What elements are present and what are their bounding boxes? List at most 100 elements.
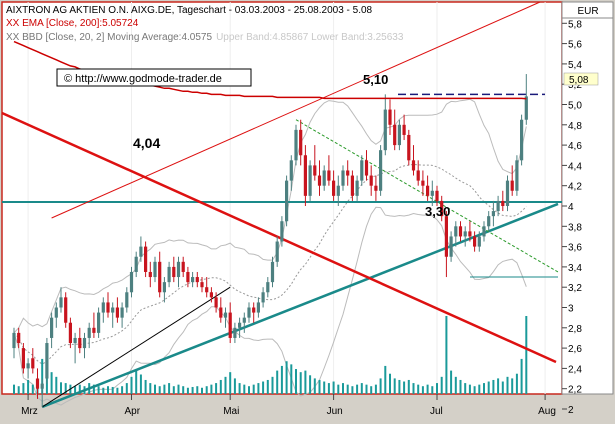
candle-body [252, 307, 256, 313]
x-tick-label: Jun [327, 406, 343, 417]
candle-body [341, 170, 345, 186]
volume-bar [13, 384, 15, 394]
candle-body [45, 343, 49, 379]
volume-bar [262, 381, 265, 394]
candle-body [383, 109, 387, 151]
volume-bar [360, 383, 363, 394]
candle-body [468, 231, 472, 237]
volume-bar [426, 384, 429, 394]
candle-body [510, 180, 514, 191]
y-tick-label: 2 [568, 405, 574, 416]
currency-box [561, 1, 614, 19]
volume-bar [186, 387, 189, 394]
volume-bar [356, 384, 359, 394]
volume-bar [168, 383, 171, 394]
volume-bar [191, 386, 194, 394]
bbd-legend-main: XX BBD [Close, 20, 2] Moving Average:4.0… [6, 32, 212, 43]
volume-bar [478, 384, 481, 394]
candle-body [379, 150, 383, 191]
candle-body [40, 383, 44, 389]
chart-title: AIXTRON AG AKTIEN O.N. AIXG.DE, Tagescha… [6, 5, 373, 16]
candle-body [454, 226, 458, 237]
y-tick-label: 5,8 [568, 19, 582, 30]
candle-body [501, 200, 505, 206]
candle-body [129, 271, 134, 293]
volume-bar [295, 369, 297, 394]
candle-body [73, 337, 77, 344]
volume-bar [149, 383, 152, 394]
volume-bar [337, 384, 340, 394]
volume-bar [525, 316, 528, 394]
candle-body [524, 96, 528, 120]
volume-bar [60, 382, 62, 394]
candle-body [223, 312, 228, 318]
volume-bar [102, 387, 105, 394]
volume-bar [107, 386, 109, 394]
volume-bar [92, 384, 95, 394]
y-tick-label: 5,4 [568, 60, 582, 71]
volume-bar [515, 373, 518, 394]
candle-body [247, 307, 251, 318]
y-tick-label: 2,4 [568, 364, 582, 375]
volume-bar [144, 379, 147, 394]
candle-body [308, 165, 312, 196]
bollinger-middle [13, 163, 527, 365]
candle-body [120, 307, 124, 318]
candle-body [355, 180, 359, 196]
bbd-legend: XX BBD [Close, 20, 2] Moving Average:4.0… [6, 32, 404, 43]
candle-body [209, 292, 213, 298]
candle-body [505, 180, 510, 206]
volume-bar [421, 386, 424, 394]
volume-bar [22, 383, 25, 394]
y-tick-label: 2,2 [568, 385, 582, 396]
volume-bar [243, 384, 246, 394]
volume-bar [492, 379, 495, 394]
volume-bar [318, 379, 321, 394]
volume-bar [125, 383, 128, 394]
volume-bar [215, 383, 218, 394]
volume-bar [229, 372, 232, 394]
candle-body [162, 282, 166, 293]
candle-body [172, 266, 176, 278]
volume-bar [74, 386, 77, 394]
candlesticks [12, 74, 528, 407]
bbd-legend-bands: Upper Band:4.85867 Lower Band:3.25633 [216, 32, 404, 43]
y-tick-label: 3,8 [568, 222, 582, 233]
volume-bar [398, 379, 401, 394]
volume-bar [346, 384, 349, 394]
y-tick-label: 3,2 [568, 283, 582, 294]
y-tick-label: 5,0 [568, 101, 582, 112]
volume-bar [210, 384, 213, 394]
volume-bar [182, 386, 185, 394]
candle-body [261, 292, 265, 303]
candle-body [17, 332, 21, 344]
candle-body [134, 256, 138, 272]
volume-bar [154, 384, 156, 394]
x-tick-label: Jul [430, 406, 443, 417]
volume-bar [389, 373, 391, 394]
last-price-label: 5,08 [569, 75, 589, 86]
candle-body [313, 165, 317, 176]
x-tick-label: Apr [125, 406, 141, 417]
volume-bar [271, 376, 274, 394]
volume-bar [31, 384, 34, 394]
volume-bar [440, 376, 443, 394]
short-trendline [41, 286, 231, 408]
candle-body [82, 337, 87, 349]
candle-body [322, 170, 326, 186]
candle-body [87, 327, 91, 338]
candle-body [167, 266, 171, 283]
y-tick-label: 2,6 [568, 344, 582, 355]
candle-body [125, 292, 129, 308]
candle-body [463, 231, 467, 237]
candle-body [336, 185, 340, 196]
y-tick-label: 5,6 [568, 40, 582, 51]
volume-bar [511, 378, 514, 394]
candle-body [317, 175, 322, 186]
volume-bar [248, 386, 250, 394]
y-tick-label: 5,2 [568, 80, 582, 91]
volume-bar [139, 374, 142, 394]
candle-body [275, 241, 279, 262]
volume-bar [121, 386, 124, 394]
